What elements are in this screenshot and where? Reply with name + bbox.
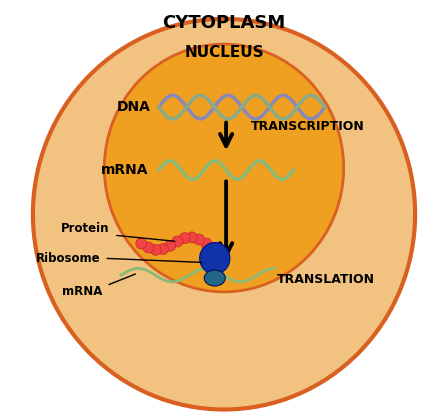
Circle shape — [179, 233, 190, 244]
Ellipse shape — [204, 270, 225, 286]
Text: Protein: Protein — [61, 223, 110, 235]
Circle shape — [201, 238, 212, 249]
Text: TRANSCRIPTION: TRANSCRIPTION — [251, 120, 365, 132]
Text: DNA: DNA — [116, 100, 151, 114]
Circle shape — [143, 242, 154, 253]
Circle shape — [194, 234, 205, 245]
Text: mRNA: mRNA — [62, 286, 102, 298]
Circle shape — [136, 238, 147, 249]
Circle shape — [165, 240, 176, 251]
Text: NUCLEUS: NUCLEUS — [184, 45, 264, 60]
Ellipse shape — [33, 19, 415, 409]
Ellipse shape — [200, 242, 230, 274]
Circle shape — [186, 232, 198, 243]
Circle shape — [158, 244, 168, 255]
Text: TRANSLATION: TRANSLATION — [276, 273, 375, 286]
Circle shape — [150, 244, 161, 255]
Text: mRNA: mRNA — [101, 163, 148, 177]
Text: Ribosome: Ribosome — [35, 252, 100, 265]
Circle shape — [172, 236, 183, 247]
Text: CYTOPLASM: CYTOPLASM — [162, 14, 286, 32]
Ellipse shape — [104, 44, 344, 292]
